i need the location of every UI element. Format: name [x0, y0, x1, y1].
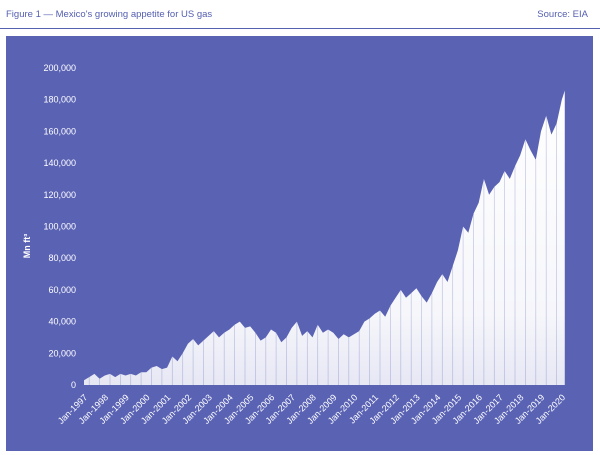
area-series [84, 90, 566, 385]
y-axis: 0 20,000 40,000 60,000 80,000 100,000 120,000 1… [43, 63, 76, 390]
y-tick-label: 60,000 [48, 285, 76, 295]
header-rule [0, 28, 600, 29]
y-tick-label: 40,000 [48, 317, 76, 327]
x-axis: Jan-1997Jan-1998Jan-1999Jan-2000Jan-2001… [56, 392, 567, 426]
y-tick-label: 160,000 [43, 126, 76, 136]
y-tick-label: 100,000 [43, 222, 76, 232]
figure-source: Source: EIA [537, 9, 588, 20]
y-tick-label: 80,000 [48, 253, 76, 263]
y-tick-label: 140,000 [43, 158, 76, 168]
y-tick-label: 0 [71, 380, 76, 390]
y-tick-label: 180,000 [43, 95, 76, 105]
y-axis-label: Mn ft³ [22, 234, 32, 259]
area-chart: 0 20,000 40,000 60,000 80,000 100,000 120,000 1… [22, 63, 567, 426]
y-tick-label: 120,000 [43, 190, 76, 200]
figure-header: Figure 1 — Mexico's growing appetite for… [0, 0, 600, 28]
y-tick-label: 200,000 [43, 63, 76, 73]
y-tick-label: 20,000 [48, 348, 76, 358]
figure-title: Figure 1 — Mexico's growing appetite for… [6, 9, 213, 20]
area-series-fill [84, 90, 565, 385]
